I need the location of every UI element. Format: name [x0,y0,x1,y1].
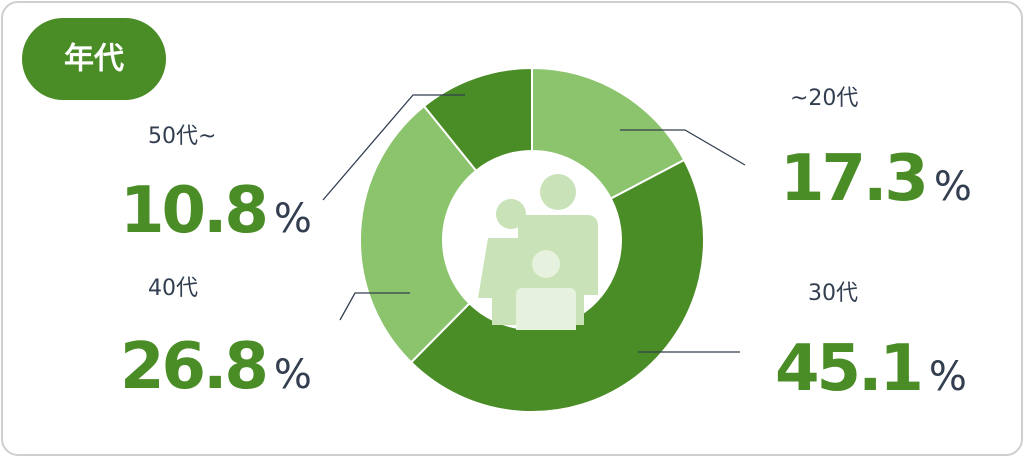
value-label: 10.8 [120,174,266,248]
chart-title: 年代 [64,42,124,77]
slice [531,66,686,200]
leader-line [322,94,465,201]
value-label: 17.3 [780,142,926,216]
value-label-group: 45.1% [775,332,967,406]
category-label: 30代 [808,281,858,306]
value-label-group: 17.3% [780,142,972,216]
category-label: 50代~ [148,124,216,149]
category-label: ~20代 [790,86,858,111]
unit-label: % [929,354,967,400]
value-label-group: 10.8% [120,174,312,248]
title-pill [22,18,166,100]
leader-line [620,129,746,166]
child-icon [516,250,576,330]
category-label: 40代 [148,276,198,301]
leader-line [339,292,410,321]
value-label-group: 26.8% [120,330,312,404]
unit-label: % [274,352,312,398]
slice [359,104,478,364]
slice [409,158,705,413]
value-label: 26.8 [120,330,266,404]
slice [422,66,533,173]
unit-label: % [274,196,312,242]
unit-label: % [934,164,972,210]
value-label: 45.1 [775,332,921,406]
